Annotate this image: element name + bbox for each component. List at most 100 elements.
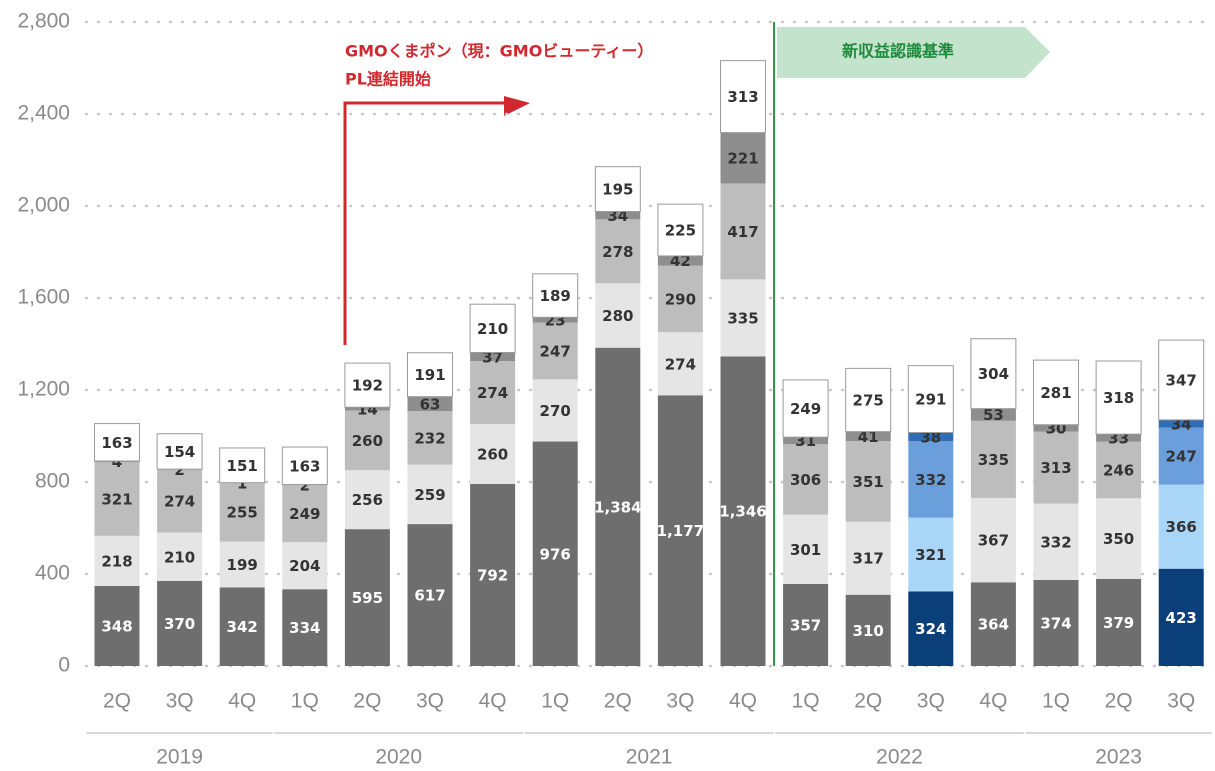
x-tick-label: 3Q xyxy=(166,690,194,713)
value-label: 210 xyxy=(477,320,508,338)
value-label: 313 xyxy=(727,88,758,106)
value-label: 192 xyxy=(352,377,383,395)
value-label: 417 xyxy=(727,223,758,241)
value-label: 423 xyxy=(1166,609,1197,627)
value-label: 249 xyxy=(289,505,320,523)
bar-segment xyxy=(1033,424,1079,432)
bar-segment xyxy=(532,273,579,318)
bar-segment xyxy=(720,132,766,184)
bar-segment xyxy=(469,303,516,354)
value-label: 342 xyxy=(227,618,258,636)
bar-segment xyxy=(720,356,766,666)
value-label: 63 xyxy=(420,395,441,413)
value-label: 247 xyxy=(540,343,571,361)
bar-segment xyxy=(657,395,703,666)
bar-segment xyxy=(1095,360,1142,435)
bar-segment xyxy=(219,447,266,484)
bar-segment xyxy=(1158,419,1204,428)
value-label: 260 xyxy=(352,432,383,450)
value-label: 260 xyxy=(477,445,508,463)
bar-segment xyxy=(595,347,641,666)
bar-segment xyxy=(281,446,328,486)
value-label: 347 xyxy=(1166,371,1197,389)
bar-segment xyxy=(657,203,704,257)
annotation-arrow xyxy=(343,101,520,345)
bar-segment xyxy=(1096,434,1142,442)
value-label: 270 xyxy=(540,402,571,420)
bar-segment xyxy=(1158,484,1204,569)
value-label: 274 xyxy=(164,493,195,511)
x-tick-label: 3Q xyxy=(416,690,444,713)
value-label: 366 xyxy=(1166,518,1197,536)
value-label: 301 xyxy=(790,541,821,559)
bar-segment xyxy=(907,365,954,434)
bar-segment xyxy=(470,424,516,484)
bar-segment xyxy=(407,411,453,465)
y-tick-label: 2,000 xyxy=(17,194,70,217)
value-label: 255 xyxy=(227,504,258,522)
bar-segment xyxy=(470,361,516,425)
x-tick-label: 4Q xyxy=(228,690,256,713)
bar-segment xyxy=(783,583,829,666)
bar-segment xyxy=(1096,498,1142,579)
bar-segment xyxy=(94,535,140,586)
value-label: 379 xyxy=(1103,614,1134,632)
bar-segment xyxy=(470,483,516,666)
value-label: 191 xyxy=(414,366,445,384)
arrow-head xyxy=(504,96,530,116)
y-tick-label: 1,600 xyxy=(17,286,70,309)
value-label: 357 xyxy=(790,616,821,634)
bar-segment xyxy=(344,407,390,411)
x-tick-label: 2Q xyxy=(1105,690,1133,713)
value-label: 1,346 xyxy=(719,503,766,521)
value-label: 218 xyxy=(101,552,132,570)
value-label: 163 xyxy=(289,457,320,475)
bar-segment xyxy=(970,420,1016,498)
annotation: PL連結開始 xyxy=(345,70,431,89)
bar-segment xyxy=(407,352,453,398)
value-label: 189 xyxy=(540,287,571,305)
bar-segment xyxy=(282,484,328,543)
bar-segment xyxy=(595,283,641,348)
x-tick-label: 3Q xyxy=(1167,690,1195,713)
annotation: GMOくまポン（現：GMOビューティー） xyxy=(345,42,653,61)
y-tick-label: 0 xyxy=(58,654,70,677)
value-label: 281 xyxy=(1040,384,1071,402)
bar-segment xyxy=(407,524,453,666)
bar-segment xyxy=(94,423,140,462)
bar-segment xyxy=(282,589,328,666)
x-tick-label: 1Q xyxy=(1042,690,1070,713)
value-label: 225 xyxy=(665,222,696,240)
bar-segment xyxy=(344,529,390,666)
value-label: 367 xyxy=(978,532,1009,550)
bar-segment xyxy=(219,482,265,542)
value-label: 321 xyxy=(915,546,946,564)
bar-segment xyxy=(1158,339,1205,421)
value-label: 232 xyxy=(414,429,445,447)
value-label: 290 xyxy=(665,290,696,308)
x-tick-label: 1Q xyxy=(541,690,569,713)
bar-segment xyxy=(970,497,1016,583)
bar-segment xyxy=(720,60,766,134)
x-tick-label: 4Q xyxy=(979,690,1007,713)
bar-segment xyxy=(970,338,1017,410)
banner xyxy=(777,27,1050,78)
value-label: 306 xyxy=(790,471,821,489)
value-label: 792 xyxy=(477,566,508,584)
value-label: 256 xyxy=(352,491,383,509)
bar-segment xyxy=(970,408,1016,421)
bar-segment xyxy=(1096,441,1142,499)
value-label: 313 xyxy=(1040,459,1071,477)
value-label: 348 xyxy=(101,617,132,635)
value-label: 374 xyxy=(1040,614,1071,632)
x-tick-label: 4Q xyxy=(479,690,507,713)
bar-segment xyxy=(532,317,578,323)
bar-segment xyxy=(344,410,390,471)
bar-segment xyxy=(783,514,829,584)
bar-segment xyxy=(282,542,328,590)
bar-segment xyxy=(594,166,641,213)
value-label: 291 xyxy=(915,391,946,409)
value-label: 1,177 xyxy=(657,522,704,540)
bar-segment xyxy=(657,255,703,266)
